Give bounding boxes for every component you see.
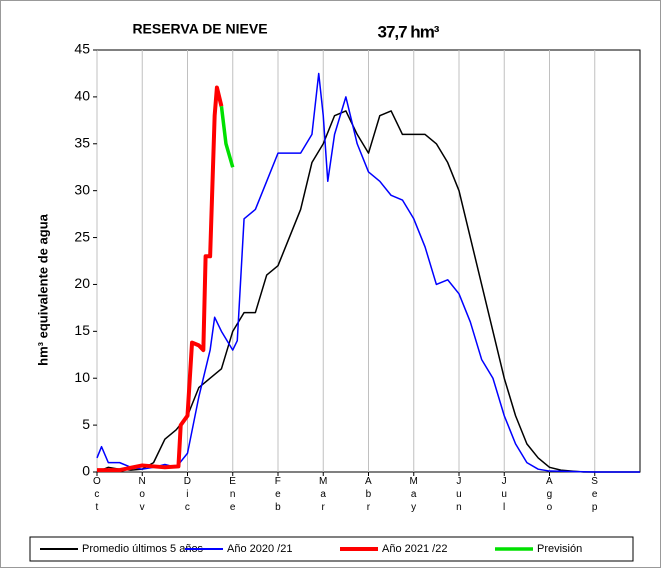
- series-line: [219, 106, 235, 168]
- x-tick-label: Feb: [272, 476, 283, 515]
- chart-title: RESERVA DE NIEVE: [132, 21, 267, 37]
- x-tick-label: Dic: [182, 476, 193, 515]
- x-tick-label: Oct: [91, 476, 102, 515]
- y-axis-label: hm³ equivalente de agua: [35, 213, 50, 365]
- y-tick-label: 35: [74, 134, 90, 150]
- x-tick-label: May: [408, 476, 419, 515]
- x-tick-label: Jul: [499, 476, 510, 515]
- x-tick-label: Abr: [363, 476, 374, 515]
- y-tick-label: 45: [74, 41, 90, 57]
- legend-label: Promedio últimos 5 años: [82, 543, 204, 555]
- x-tick-label: Nov: [137, 476, 148, 515]
- y-tick-label: 15: [74, 322, 90, 338]
- chart-subtitle: 37,7 hm³: [378, 22, 440, 41]
- x-tick-label: Ago: [544, 476, 555, 515]
- legend-box: [29, 536, 634, 562]
- x-tick-label: Jun: [453, 476, 464, 515]
- y-tick-label: 30: [74, 181, 90, 197]
- legend-label: Previsión: [537, 543, 582, 555]
- y-tick-label: 20: [74, 275, 90, 291]
- y-tick-label: 40: [74, 88, 90, 104]
- y-tick-label: 5: [82, 416, 90, 432]
- x-tick-label: Sep: [589, 476, 600, 515]
- x-tick-label: Ene: [227, 476, 238, 515]
- legend-label: Año 2020 /21: [227, 543, 292, 555]
- y-tick-label: 25: [74, 228, 90, 244]
- y-tick-label: 0: [82, 463, 90, 479]
- y-tick-label: 10: [74, 369, 90, 385]
- x-tick-label: Mar: [318, 476, 329, 515]
- legend-label: Año 2021 /22: [382, 543, 447, 555]
- series-line: [97, 85, 224, 473]
